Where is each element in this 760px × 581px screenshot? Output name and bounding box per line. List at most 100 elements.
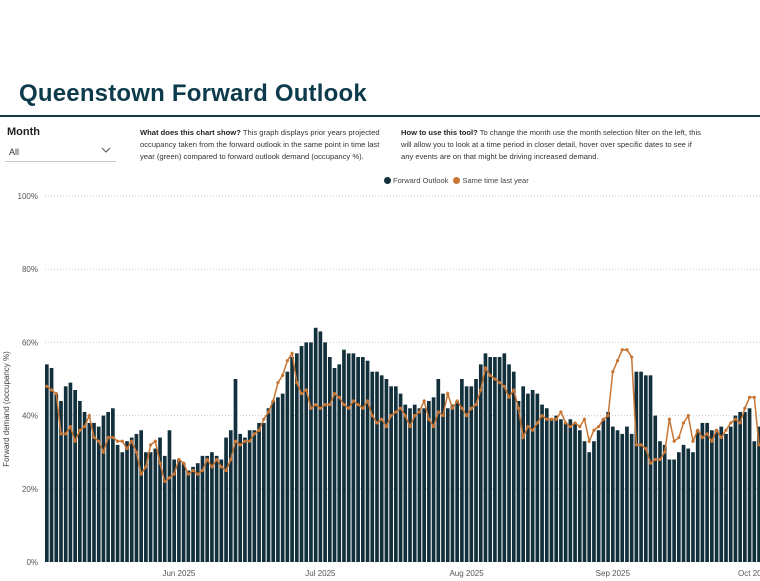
forward-outlook-bar[interactable] xyxy=(327,357,332,562)
last-year-point[interactable] xyxy=(450,406,455,410)
last-year-point[interactable] xyxy=(592,428,596,432)
forward-outlook-bar[interactable] xyxy=(342,349,346,562)
last-year-point[interactable] xyxy=(370,414,374,418)
last-year-point[interactable] xyxy=(427,417,431,421)
forward-outlook-bar[interactable] xyxy=(483,353,488,562)
forward-outlook-bar[interactable] xyxy=(559,419,563,562)
forward-outlook-bar[interactable] xyxy=(728,426,733,562)
last-year-point[interactable] xyxy=(205,457,209,462)
last-year-point[interactable] xyxy=(318,406,322,410)
last-year-point[interactable] xyxy=(663,450,667,454)
last-year-point[interactable] xyxy=(512,388,516,392)
forward-outlook-bar[interactable] xyxy=(280,393,285,562)
forward-outlook-bar[interactable] xyxy=(144,452,148,562)
forward-outlook-bar[interactable] xyxy=(115,444,120,562)
last-year-point[interactable] xyxy=(658,457,662,462)
forward-outlook-bar[interactable] xyxy=(455,400,459,562)
forward-outlook-bar[interactable] xyxy=(681,444,686,562)
forward-outlook-bar[interactable] xyxy=(436,379,441,562)
forward-outlook-bar[interactable] xyxy=(606,411,610,562)
forward-outlook-bar[interactable] xyxy=(705,422,709,562)
forward-outlook-bar[interactable] xyxy=(582,441,587,562)
forward-outlook-bar[interactable] xyxy=(573,422,577,562)
last-year-point[interactable] xyxy=(752,395,756,399)
forward-outlook-bar[interactable] xyxy=(464,386,469,562)
forward-outlook-bar[interactable] xyxy=(488,357,493,562)
last-year-point[interactable] xyxy=(153,439,157,443)
last-year-point[interactable] xyxy=(285,359,289,363)
forward-outlook-bar[interactable] xyxy=(375,371,379,562)
forward-outlook-bar[interactable] xyxy=(757,426,760,562)
last-year-point[interactable] xyxy=(436,410,440,414)
forward-outlook-bar[interactable] xyxy=(544,408,549,562)
forward-outlook-bar[interactable] xyxy=(601,419,606,562)
last-year-point[interactable] xyxy=(82,424,87,429)
forward-outlook-bar[interactable] xyxy=(73,389,77,562)
last-year-point[interactable] xyxy=(243,439,247,443)
forward-outlook-bar[interactable] xyxy=(752,441,757,562)
last-year-point[interactable] xyxy=(73,439,77,443)
last-year-point[interactable] xyxy=(233,439,238,443)
last-year-point[interactable] xyxy=(309,406,313,410)
last-year-point[interactable] xyxy=(724,428,728,432)
forward-outlook-bar[interactable] xyxy=(526,393,530,562)
forward-outlook-bar[interactable] xyxy=(323,342,327,562)
last-year-point[interactable] xyxy=(398,406,403,410)
last-year-point[interactable] xyxy=(144,465,148,469)
last-year-point[interactable] xyxy=(417,410,422,414)
last-year-point[interactable] xyxy=(134,450,139,454)
forward-outlook-bar[interactable] xyxy=(422,408,426,562)
last-year-point[interactable] xyxy=(554,417,558,421)
forward-outlook-bar[interactable] xyxy=(516,400,521,562)
last-year-point[interactable] xyxy=(200,468,205,473)
last-year-point[interactable] xyxy=(45,384,49,388)
last-year-point[interactable] xyxy=(691,439,695,443)
last-year-point[interactable] xyxy=(540,414,544,418)
forward-outlook-bar[interactable] xyxy=(554,415,559,562)
forward-outlook-bar[interactable] xyxy=(111,408,115,562)
last-year-point[interactable] xyxy=(743,406,747,410)
forward-outlook-bar[interactable] xyxy=(177,459,181,562)
forward-outlook-bar[interactable] xyxy=(285,371,290,562)
last-year-point[interactable] xyxy=(625,348,629,352)
forward-outlook-bar[interactable] xyxy=(568,419,573,562)
last-year-point[interactable] xyxy=(304,388,308,392)
forward-outlook-bar[interactable] xyxy=(394,386,398,562)
forward-outlook-bar[interactable] xyxy=(332,368,337,562)
last-year-point[interactable] xyxy=(488,373,492,377)
forward-outlook-bar[interactable] xyxy=(700,422,705,562)
forward-outlook-bar[interactable] xyxy=(733,415,738,562)
last-year-point[interactable] xyxy=(587,439,591,443)
last-year-point[interactable] xyxy=(535,421,539,425)
forward-outlook-bar[interactable] xyxy=(49,368,54,562)
forward-outlook-bar[interactable] xyxy=(620,433,625,562)
last-year-point[interactable] xyxy=(582,417,587,421)
forward-outlook-bar[interactable] xyxy=(299,346,304,562)
last-year-point[interactable] xyxy=(215,457,219,462)
forward-outlook-bar[interactable] xyxy=(167,430,172,562)
forward-outlook-bar[interactable] xyxy=(365,360,370,562)
forward-outlook-bar[interactable] xyxy=(228,430,233,562)
last-year-point[interactable] xyxy=(757,443,760,447)
forward-outlook-bar[interactable] xyxy=(139,430,144,562)
last-year-point[interactable] xyxy=(479,388,483,392)
forward-outlook-bar[interactable] xyxy=(445,408,450,562)
last-year-point[interactable] xyxy=(630,355,634,359)
last-year-point[interactable] xyxy=(460,406,464,410)
last-year-point[interactable] xyxy=(483,366,488,370)
forward-outlook-bar[interactable] xyxy=(634,371,639,562)
forward-outlook-bar[interactable] xyxy=(247,430,252,562)
forward-outlook-bar[interactable] xyxy=(125,441,129,562)
last-year-point[interactable] xyxy=(648,461,653,465)
forward-outlook-bar[interactable] xyxy=(521,386,526,562)
last-year-point[interactable] xyxy=(564,421,568,425)
last-year-point[interactable] xyxy=(578,424,582,429)
last-year-point[interactable] xyxy=(257,428,261,432)
legend-item-forward-outlook[interactable]: Forward Outlook xyxy=(384,176,448,185)
last-year-point[interactable] xyxy=(465,414,469,418)
forward-outlook-bar[interactable] xyxy=(68,382,73,562)
last-year-point[interactable] xyxy=(356,403,360,407)
forward-outlook-bar[interactable] xyxy=(290,357,294,562)
forward-outlook-bar[interactable] xyxy=(162,455,167,562)
last-year-point[interactable] xyxy=(262,417,266,421)
